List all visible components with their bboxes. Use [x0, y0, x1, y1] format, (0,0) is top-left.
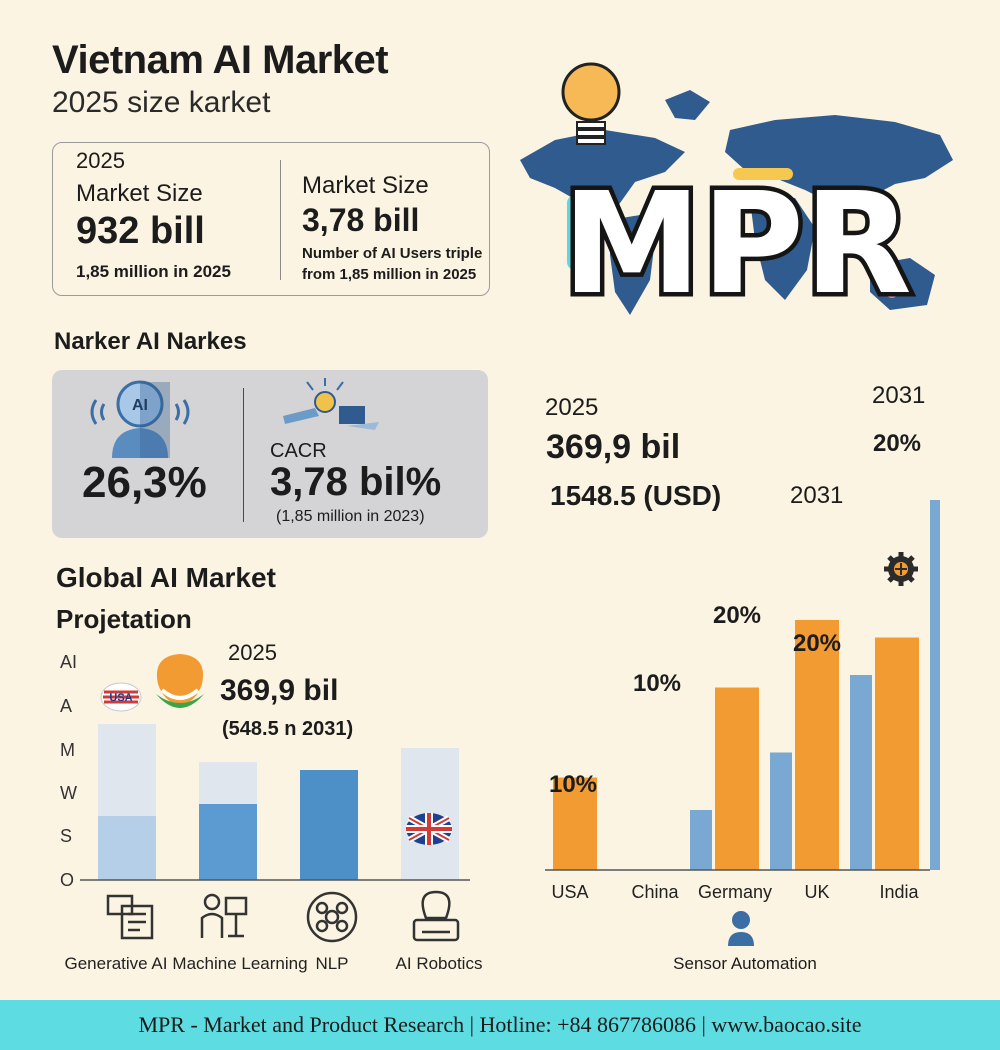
section2-title: Narker AI Narkes [54, 328, 247, 355]
category-label: Generative AI [64, 954, 168, 973]
bar-1 [199, 804, 257, 880]
card1-right-value: 3,78 bill [302, 202, 420, 238]
right-chart-value1: 369,9 bil [546, 428, 681, 466]
generative-ai-icon [106, 894, 154, 940]
uk-flag-icon: UK [406, 813, 452, 845]
bar-data-label: 10% [632, 670, 682, 697]
usa-flag-icon: USA [100, 682, 142, 712]
bar-blue-3 [850, 675, 872, 870]
country-label: USA [551, 882, 589, 902]
growth-rate-value: 26,3% [82, 458, 207, 507]
country-bar-chart [545, 500, 940, 871]
cacr-note: (1,85 million in 2023) [276, 508, 425, 525]
india-emblem-icon [156, 654, 204, 708]
bar-data-label: 20% [792, 630, 842, 657]
card1-left-value: 932 bill [76, 210, 205, 252]
card-divider [280, 160, 281, 280]
bar-data-label: 20% [712, 602, 762, 629]
bar-blue-4 [930, 500, 940, 870]
bar-blue-2 [770, 752, 792, 870]
country-label: UK [804, 882, 830, 902]
bar-orange-2 [795, 620, 839, 870]
y-tick-label: A [60, 696, 73, 716]
sensor-automation-label: Sensor Automation [673, 954, 817, 973]
usa-flag-text: USA [109, 692, 132, 704]
nlp-icon [306, 891, 358, 943]
y-tick-label: S [60, 826, 73, 846]
bar-data-label: 10% [548, 771, 598, 798]
bar-data-label: 20% [872, 430, 922, 457]
section3-title: Global AI Market [56, 562, 276, 593]
country-label: India [879, 882, 919, 902]
bar-orange-1 [715, 687, 759, 870]
ai-head-icon-text: AI [132, 397, 148, 414]
right-chart-year-left: 2025 [545, 394, 599, 421]
card1-right-note-1: Number of AI Users triple [302, 245, 483, 262]
right-chart-value2: 1548.5 (USD) [550, 480, 722, 511]
category-label: AI Robotics [395, 954, 483, 973]
ai-head-icon: AI [90, 380, 190, 458]
cacr-label: CACR [270, 440, 327, 462]
section3-note: (548.5 n 2031) [222, 718, 354, 740]
y-tick-label: AI [60, 652, 78, 672]
card1-right-label: Market Size [302, 172, 429, 199]
ai-robotics-icon [412, 890, 460, 942]
card1-right-note-2: from 1,85 million in 2025 [302, 266, 477, 283]
bar-2 [300, 770, 358, 880]
y-tick-label: M [60, 740, 75, 760]
card1-year: 2025 [76, 148, 125, 173]
bar-orange-3 [875, 637, 919, 870]
card1-left-note: 1,85 million in 2025 [76, 262, 231, 281]
country-label: Germany [697, 882, 773, 902]
bar-0 [98, 816, 156, 880]
segment-bar-chart [80, 724, 470, 881]
section3-subtitle: Projetation [56, 604, 192, 634]
page-subtitle: 2025 size karket [52, 86, 271, 119]
gear-icon [884, 552, 918, 586]
right-chart-year-right: 2031 [872, 382, 926, 409]
footer-text: MPR - Market and Product Research | Hotl… [138, 1012, 862, 1037]
section3-year: 2025 [228, 640, 277, 665]
y-tick-label: O [60, 870, 75, 890]
card1-left-label: Market Size [76, 180, 203, 207]
cacr-value: 3,78 bil% [270, 460, 442, 504]
category-label: Machine Learning [172, 954, 308, 973]
section3-value: 369,9 bil [220, 674, 339, 707]
machine-learning-icon [200, 893, 248, 938]
mpr-logo-text: MPR [562, 163, 912, 326]
sensor-user-icon [728, 911, 754, 946]
growth-card-divider [243, 388, 244, 522]
y-tick-label: W [60, 783, 77, 803]
bar-orange-0 [553, 777, 597, 870]
page-title: Vietnam AI Market [52, 38, 389, 82]
right-chart-year-mid: 2031 [790, 482, 844, 509]
ai-tools-icon [283, 378, 379, 430]
bar-blue-1 [690, 810, 712, 870]
country-label: China [631, 882, 679, 902]
category-label: NLP [315, 954, 349, 973]
market-size-card [52, 142, 490, 296]
world-map-logo: MPR [520, 62, 953, 331]
footer-bar: MPR - Market and Product Research | Hotl… [0, 1000, 1000, 1050]
